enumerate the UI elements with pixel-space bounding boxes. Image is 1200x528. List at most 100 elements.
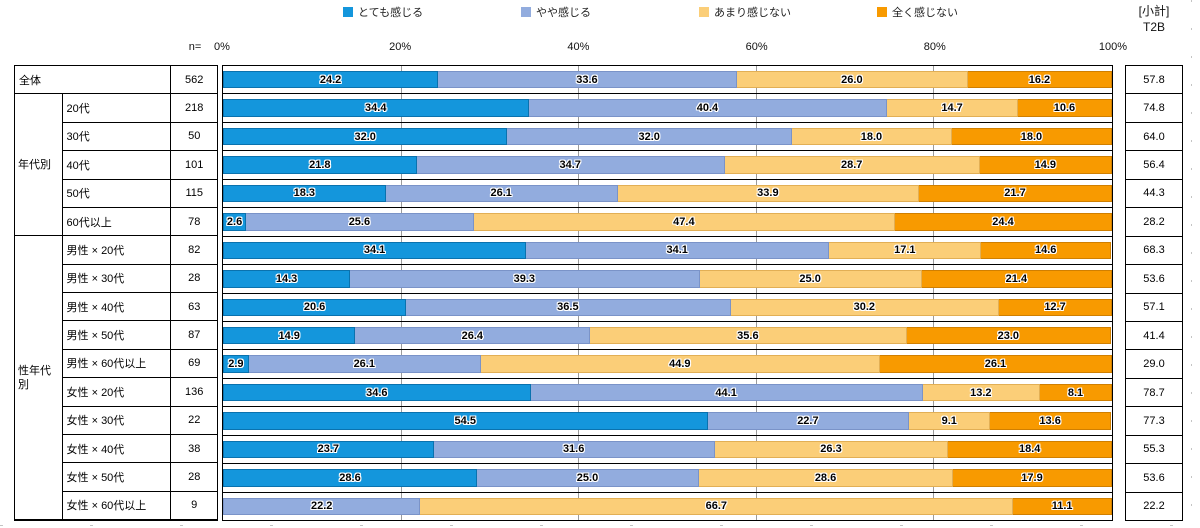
t2b-value: 44.3: [1126, 180, 1182, 209]
legend-swatch-icon: [343, 7, 353, 17]
bar-segment: 18.0: [791, 127, 952, 146]
chart-row: 24.2 33.6 26.0 16.2: [223, 66, 1112, 95]
bar-segment: 22.7: [707, 412, 910, 430]
bar-segment: 21.8: [223, 156, 417, 174]
group-column-spacer: [15, 491, 63, 520]
bar-value-label: 18.3: [293, 187, 316, 200]
row-label: 50代: [62, 179, 172, 208]
t2b-value: 53.6: [1126, 265, 1182, 294]
bar-segment: 18.0: [951, 127, 1112, 146]
group-column-spacer: [15, 207, 63, 237]
bar-value-label: 14.6: [1034, 244, 1057, 257]
bar-value-label: 20.6: [303, 301, 326, 314]
bar-value-label: 22.7: [797, 414, 819, 427]
chart-row: 34.4 40.4 14.7 10.6: [223, 94, 1112, 123]
table-row: 男性 × 30代 28: [15, 264, 217, 293]
bar-segment: 32.0: [507, 127, 792, 146]
bar-value-label: 23.7: [317, 443, 340, 456]
bar-segment: 32.0: [223, 127, 508, 146]
bar-segment: 26.1: [385, 184, 618, 203]
chart-row: 28.6 25.0 28.6 17.9: [223, 464, 1112, 493]
stacked-bar: 32.0 32.0 18.0 18.0: [223, 127, 1112, 146]
bar-value-label: 34.6: [366, 386, 388, 399]
row-label: 女性 × 50代: [62, 463, 172, 492]
t2b-value: 57.8: [1126, 66, 1182, 95]
bar-value-label: 26.4: [461, 329, 483, 342]
chart-row: 34.1 34.1 17.1 14.6: [223, 236, 1112, 266]
row-label: 男性 × 50代: [62, 321, 172, 350]
n-header: n=: [188, 41, 202, 53]
stacked-bar: 34.4 40.4 14.7 10.6: [223, 99, 1112, 117]
table-row: 50代 115: [15, 179, 217, 208]
table-row: 女性 × 30代 22: [15, 406, 217, 435]
chart-row: 14.9 26.4 35.6 23.0: [223, 321, 1112, 351]
legend-swatch-icon: [877, 7, 887, 17]
bar-segment: 14.9: [979, 156, 1112, 174]
n-value: 87: [171, 321, 217, 350]
bar-value-label: 14.3: [275, 272, 298, 285]
n-value: 218: [171, 94, 217, 123]
bar-segment: 11.1: [1013, 497, 1112, 515]
legend-item-label: とても感じる: [358, 7, 424, 19]
t2b-value: 22.2: [1143, 500, 1165, 513]
bar-segment: 12.7: [999, 298, 1112, 316]
bar-segment: 18.4: [948, 440, 1112, 459]
bar-segment: 2.6: [223, 213, 247, 231]
bar-segment: 31.6: [433, 440, 715, 459]
x-axis-tick-label: 20%: [389, 41, 412, 53]
bar-segment: 17.9: [953, 469, 1112, 487]
group-column-spacer: [15, 378, 63, 407]
row-label: 40代: [62, 151, 172, 180]
row-label: 20代: [62, 94, 172, 123]
stacked-bar: 2.6 25.6 47.4 24.4: [223, 213, 1112, 231]
subtotal-header: [小計] T2B: [1122, 3, 1186, 35]
bar-value-label: 31.6: [562, 443, 585, 456]
bar-segment: 16.2: [967, 71, 1112, 89]
bar-value-label: 14.7: [941, 102, 963, 115]
bar-value-label: 13.2: [970, 386, 992, 399]
group-column-spacer: [15, 94, 63, 123]
group-column-spacer: [15, 179, 63, 208]
bar-segment: 47.4: [473, 213, 896, 231]
n-value: 63: [171, 293, 217, 322]
legend-item: 全く感じない: [877, 4, 1055, 20]
row-label: 男性 × 20代: [62, 236, 172, 265]
bar-value-label: 14.9: [1034, 159, 1057, 172]
bar-value-label: 26.3: [820, 443, 842, 456]
bar-segment: 14.7: [887, 99, 1018, 117]
bar-segment: 34.1: [223, 241, 527, 260]
bar-segment: 35.6: [590, 326, 907, 345]
bar-value-label: 24.4: [992, 215, 1014, 228]
bar-segment: 10.6: [1017, 99, 1112, 117]
row-label: 女性 × 20代: [62, 378, 172, 407]
bar-value-label: 34.1: [666, 244, 688, 257]
t2b-value: 53.6: [1126, 464, 1182, 493]
group-column-spacer: [15, 293, 63, 322]
bar-segment: 14.6: [981, 241, 1112, 260]
bar-value-label: 26.0: [841, 73, 863, 86]
stacked-bar: 24.2 33.6 26.0 16.2: [223, 71, 1112, 89]
bar-segment: 36.5: [406, 298, 731, 316]
bar-value-label: 28.6: [339, 471, 361, 484]
bar-segment: 2.9: [223, 355, 249, 373]
n-value: 50: [171, 123, 217, 152]
t2b-value: 78.7: [1126, 379, 1182, 408]
table-row: 60代以上 78: [15, 207, 217, 237]
legend-item: あまり感じない: [699, 4, 877, 20]
bar-value-label: 32.0: [354, 130, 376, 143]
bar-value-label: 10.6: [1053, 102, 1076, 115]
legend-swatch-icon: [521, 7, 531, 17]
bar-segment: 26.3: [714, 440, 949, 459]
bar-segment: 26.0: [736, 71, 968, 89]
bar-value-label: 24.2: [319, 73, 342, 86]
stacked-bar: 34.1 34.1 17.1 14.6: [223, 241, 1112, 260]
bar-segment: 13.2: [922, 383, 1040, 402]
bar-value-label: 36.5: [557, 301, 579, 314]
bar-value-label: 21.7: [1004, 187, 1026, 200]
bar-value-label: 34.1: [363, 244, 386, 257]
n-value: 22: [171, 407, 217, 435]
bar-value-label: 66.7: [705, 500, 728, 513]
bar-value-label: 33.9: [757, 187, 779, 200]
bar-value-label: 25.0: [576, 471, 599, 484]
n-value: 101: [171, 151, 217, 180]
